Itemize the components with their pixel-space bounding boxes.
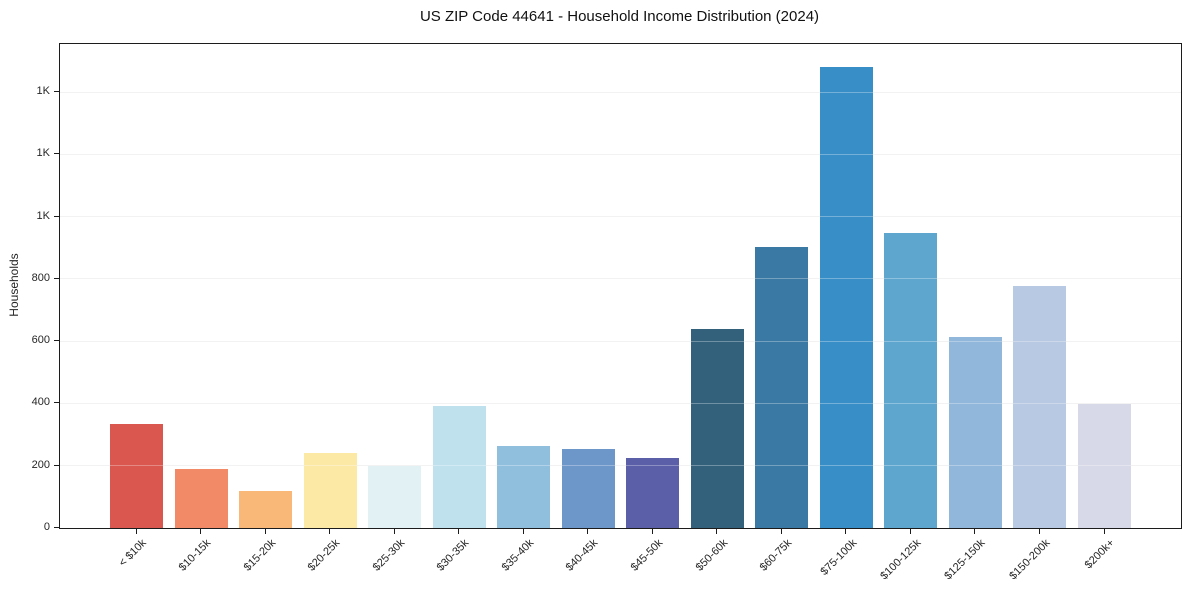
x-tick-label: $25-30k <box>370 537 408 574</box>
bar <box>561 449 615 528</box>
gridline-overlay <box>60 153 1181 155</box>
y-tick-label: 0 <box>43 521 50 533</box>
bar <box>1078 404 1131 528</box>
gridline <box>60 153 1181 155</box>
x-tick <box>1103 528 1105 534</box>
x-tick <box>200 528 202 534</box>
bar <box>432 405 486 528</box>
bar <box>174 468 228 528</box>
y-tick-label: 1K <box>36 209 50 222</box>
x-tick <box>909 528 911 534</box>
x-tick <box>135 528 137 534</box>
x-tick-label: $15-20k <box>241 537 279 574</box>
y-tick <box>54 402 59 404</box>
bar <box>626 457 680 528</box>
y-tick-label: 200 <box>31 458 50 471</box>
chart-title: US ZIP Code 44641 - Household Income Dis… <box>419 8 820 25</box>
bar <box>110 423 163 528</box>
gridline <box>60 340 1181 342</box>
x-tick <box>329 528 331 534</box>
y-tick <box>54 527 59 528</box>
bar <box>884 232 938 528</box>
x-tick <box>587 528 589 534</box>
x-tick <box>522 528 524 534</box>
y-tick-label: 1K <box>36 85 50 98</box>
gridline-overlay <box>60 91 1181 93</box>
gridline-overlay <box>60 465 1181 467</box>
bar <box>948 337 1002 528</box>
gridline <box>60 91 1181 93</box>
x-tick-label: $20-25k <box>305 537 343 574</box>
x-tick <box>458 528 460 534</box>
x-tick-label: $10-15k <box>176 537 214 574</box>
gridline-overlay <box>60 216 1181 218</box>
y-tick <box>54 91 59 93</box>
x-tick <box>393 528 395 534</box>
x-tick <box>1038 528 1040 534</box>
x-tick-label: $100-125k <box>878 537 924 583</box>
gridline <box>60 465 1181 467</box>
gridline <box>60 278 1181 280</box>
bar <box>303 452 357 528</box>
y-tick <box>54 277 59 279</box>
bar <box>239 490 293 528</box>
gridline <box>60 216 1181 218</box>
x-tick-label: $35-40k <box>499 537 537 574</box>
y-tick-label: 1K <box>36 147 50 160</box>
x-tick-label: $150-200k <box>1007 537 1053 583</box>
x-tick <box>974 528 976 534</box>
y-tick <box>54 464 59 466</box>
x-tick <box>780 528 782 534</box>
x-tick-label: < $10k <box>116 537 149 570</box>
gridline <box>60 402 1181 404</box>
x-tick <box>845 528 847 534</box>
y-tick <box>54 153 59 155</box>
bar <box>690 328 744 528</box>
y-tick-label: 600 <box>31 334 50 347</box>
x-tick-label: $200k+ <box>1082 537 1117 572</box>
x-tick <box>264 528 266 534</box>
y-tick <box>54 340 59 342</box>
bar <box>819 67 873 528</box>
x-tick-label: $125-150k <box>942 537 988 583</box>
x-tick-label: $45-50k <box>628 537 666 574</box>
bar <box>1013 286 1067 528</box>
x-tick-label: $40-45k <box>564 537 601 574</box>
bar <box>497 445 551 528</box>
y-tick-label: 800 <box>31 271 50 284</box>
gridline-overlay <box>60 340 1181 342</box>
gridline-overlay <box>60 278 1181 280</box>
y-tick-label: 400 <box>31 396 50 409</box>
x-tick-label: $60-75k <box>757 537 795 574</box>
y-tick <box>54 215 59 217</box>
x-tick <box>651 528 653 534</box>
bar <box>368 466 422 528</box>
x-tick <box>716 528 718 534</box>
x-tick-label: $30-35k <box>435 537 472 574</box>
x-tick-label: $75-100k <box>817 537 859 578</box>
plot-area <box>59 43 1182 529</box>
y-axis-label: Households <box>7 253 21 317</box>
x-tick-label: $50-60k <box>693 537 730 574</box>
bar <box>755 246 809 528</box>
gridline-overlay <box>60 402 1181 404</box>
